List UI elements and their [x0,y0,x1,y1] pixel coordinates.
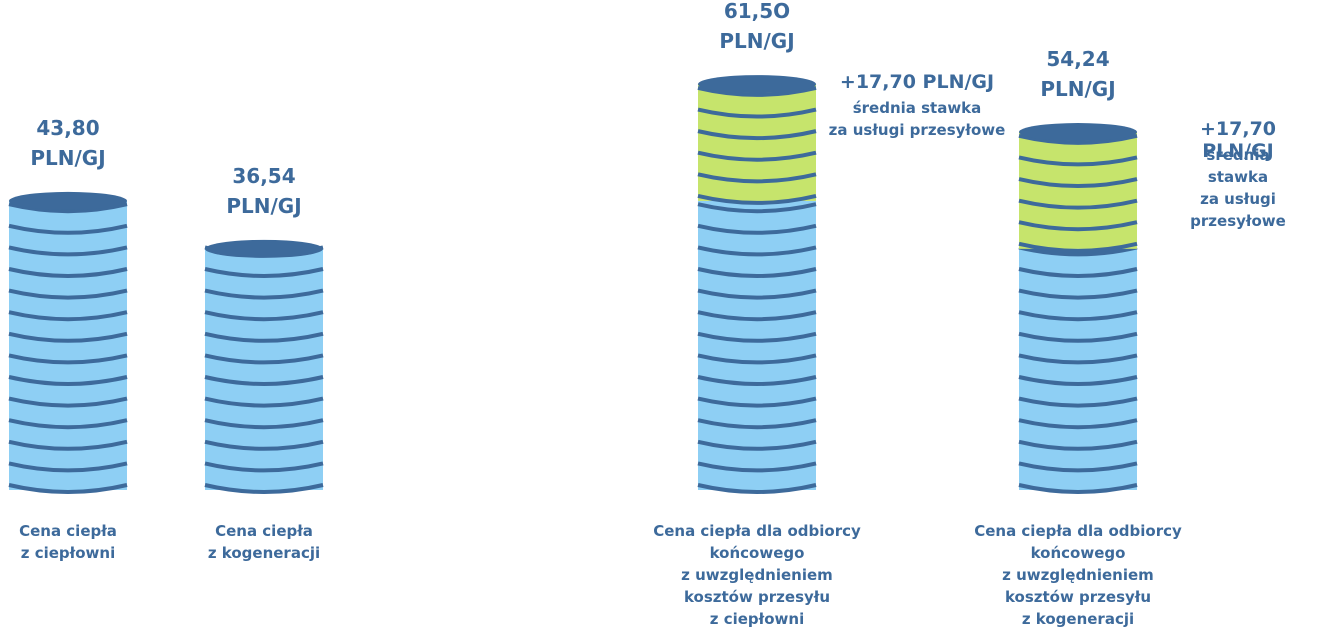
coin-edge [697,375,817,386]
coin-edge [697,439,817,451]
coin-edge [1018,155,1138,167]
coin-edge [8,267,128,278]
coin-edge [8,483,128,494]
coin-edge [697,418,817,430]
coin-edge [204,483,324,494]
coin-edge [8,202,128,214]
coin-edge [8,245,128,257]
coin-edge [697,310,817,322]
coin-edge [1018,288,1138,300]
coin-edge [8,288,128,300]
segment-label: +17,70 PLN/GJ [1199,118,1277,163]
stack-segment [698,200,816,491]
coin-edge [697,129,817,141]
coin-edge [1018,220,1138,232]
stack-segment [698,84,816,201]
coin-edge [1018,375,1138,386]
coin-edge [697,107,817,119]
coin-edge [697,396,817,408]
coin-edge [697,150,817,162]
total-unit: PLN/GJ [30,145,106,170]
coin-edge [1018,483,1138,494]
coin-edge [8,353,128,365]
coin-edge [1018,310,1138,322]
coin-edge [1018,198,1138,210]
stack-segment [1019,248,1137,490]
category-label: Cena ciepła dla odbiorcy końcowego z uwz… [653,522,861,628]
coin-edge [697,461,817,473]
coin-edge [1018,177,1138,188]
coin-edge [8,331,128,343]
coin-edge [1018,241,1138,253]
coin-edge [1018,396,1138,408]
coin-edge [204,310,324,322]
total-unit: PLN/GJ [1040,77,1116,102]
total-label: 36,54 [232,163,296,188]
coin-top [698,75,816,94]
coin-edge [204,331,324,343]
category-label: Cena ciepła dla odbiorcy końcowego z uwz… [974,522,1182,628]
coin-edge [204,439,324,451]
coin-edge [204,353,324,365]
coin-top [205,239,323,258]
stack-segment [205,248,323,490]
coin-edge [8,418,128,430]
coin-edge [8,375,128,386]
total-label: 43,80 [36,115,100,140]
coin-edge [1018,353,1138,365]
coin-edge [204,375,324,386]
coin-edge [1018,331,1138,343]
coin-edge [1018,439,1138,451]
coin-edge [204,418,324,430]
coin-top [1019,123,1137,142]
coin-edge [8,310,128,322]
coin-edge [1018,267,1138,278]
category-label: Cena ciepła z kogeneracji [207,522,321,562]
annotation: średnia stawka za usługi przesyłowe [1190,146,1286,231]
annotation: średnia stawka za usługi przesyłowe [828,98,1006,139]
total-label: 54,24 [1046,47,1110,72]
segment-label: +17,70 PLN/GJ [839,70,995,93]
total-label: 61,5O [723,0,791,24]
coin-edge [204,288,324,300]
coin-edge [8,396,128,408]
coin-edge [697,245,817,257]
stack-segment [1019,132,1137,249]
coin-edge [204,461,324,473]
coin-edge [697,353,817,365]
coin-edge [204,396,324,408]
coin-edge [697,331,817,343]
coin-edge [697,267,817,278]
coin-edge [697,483,817,494]
coin-edge [1018,133,1138,145]
coin-edge [697,85,817,97]
coin-edge [697,288,817,300]
coin-edge [697,193,817,205]
coin-edge [204,267,324,278]
coin-edge [8,439,128,451]
coin-edge [1018,461,1138,473]
coin-edge [697,202,817,214]
stack-segment [9,200,127,491]
coin-edge [697,223,817,235]
coin-edge [8,461,128,473]
category-label: Cena ciepła z ciepłowni [19,522,117,562]
coin-edge [1018,245,1138,257]
coin-top [9,191,127,210]
coin-edge [697,172,817,184]
total-unit: PLN/GJ [226,193,302,218]
coin-edge [1018,418,1138,430]
total-unit: PLN/GJ [719,29,795,54]
coin-edge [8,223,128,235]
